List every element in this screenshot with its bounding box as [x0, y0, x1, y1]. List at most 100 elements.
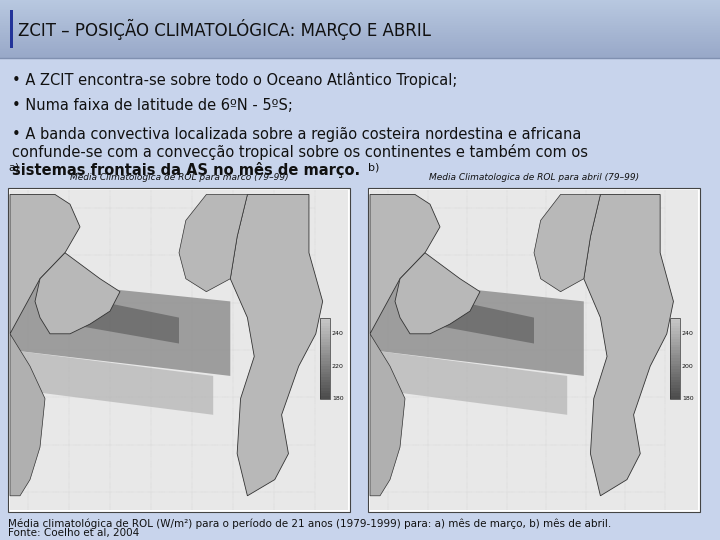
Polygon shape — [35, 253, 120, 334]
Bar — [0, 31, 720, 33]
Polygon shape — [534, 194, 600, 292]
Text: 180: 180 — [682, 396, 693, 401]
Text: sistemas frontais da AS no mês de março.: sistemas frontais da AS no mês de março. — [12, 162, 360, 178]
Text: ZCIT – POSIÇÃO CLIMATOLÓGICA: MARÇO E ABRIL: ZCIT – POSIÇÃO CLIMATOLÓGICA: MARÇO E AB… — [18, 18, 431, 39]
Bar — [0, 53, 720, 55]
Bar — [0, 51, 720, 53]
Bar — [320, 347, 330, 350]
Bar — [320, 366, 330, 369]
Bar — [320, 388, 330, 390]
Bar — [670, 350, 680, 353]
Bar — [320, 358, 330, 361]
Bar — [0, 17, 720, 18]
Bar — [670, 358, 680, 361]
Bar — [320, 320, 330, 323]
Bar — [368, 188, 700, 512]
Polygon shape — [370, 279, 584, 376]
Bar — [320, 377, 330, 380]
Bar — [320, 342, 330, 345]
Bar — [670, 331, 680, 334]
Polygon shape — [370, 194, 440, 334]
Bar — [0, 37, 720, 38]
Bar — [0, 40, 720, 42]
Bar — [670, 388, 680, 390]
Bar — [320, 326, 330, 328]
Bar — [0, 3, 720, 5]
Bar — [320, 334, 330, 336]
Bar — [670, 336, 680, 339]
Bar — [320, 350, 330, 353]
Bar — [320, 382, 330, 385]
Bar — [320, 372, 330, 374]
Text: confunde-se com a convecção tropical sobre os continentes e também com os: confunde-se com a convecção tropical sob… — [12, 144, 588, 160]
Bar — [670, 390, 680, 393]
Bar — [670, 363, 680, 366]
Bar — [0, 14, 720, 15]
Bar — [0, 49, 720, 50]
Bar — [320, 369, 330, 372]
Polygon shape — [10, 194, 80, 334]
Bar — [320, 318, 330, 399]
Bar — [320, 323, 330, 326]
Polygon shape — [10, 279, 230, 376]
Bar — [670, 328, 680, 331]
Bar — [10, 10, 13, 48]
Bar — [670, 361, 680, 363]
Text: 240: 240 — [332, 332, 344, 336]
Bar — [670, 369, 680, 372]
Bar — [0, 19, 720, 21]
Bar — [0, 36, 720, 37]
Bar — [320, 328, 330, 331]
Bar — [0, 24, 720, 26]
Bar — [320, 336, 330, 339]
Text: Média climatológica de ROL (W/m²) para o período de 21 anos (1979-1999) para: a): Média climatológica de ROL (W/m²) para o… — [8, 519, 611, 529]
Bar — [320, 393, 330, 396]
Polygon shape — [10, 350, 213, 415]
Bar — [670, 318, 680, 320]
Bar — [0, 0, 720, 1]
Bar — [670, 334, 680, 336]
Text: • A banda convectiva localizada sobre a região costeira nordestina e africana: • A banda convectiva localizada sobre a … — [12, 126, 581, 141]
Text: a): a) — [8, 163, 19, 173]
Bar — [670, 353, 680, 355]
Bar — [0, 15, 720, 16]
Bar — [0, 4, 720, 6]
Polygon shape — [428, 295, 534, 343]
Bar — [8, 188, 350, 512]
Bar — [0, 52, 720, 54]
Text: b): b) — [368, 163, 379, 173]
Bar — [0, 10, 720, 11]
Text: 240: 240 — [682, 332, 694, 336]
Polygon shape — [68, 295, 179, 343]
Bar — [0, 35, 720, 36]
Bar — [0, 48, 720, 49]
Text: • A ZCIT encontra-se sobre todo o Oceano Atlântico Tropical;: • A ZCIT encontra-se sobre todo o Oceano… — [12, 72, 457, 88]
Polygon shape — [230, 194, 323, 496]
Text: 220: 220 — [332, 364, 344, 369]
Text: Media Climatologica de ROL para abril (79–99): Media Climatologica de ROL para abril (7… — [429, 173, 639, 183]
Bar — [320, 363, 330, 366]
Bar — [0, 28, 720, 29]
Bar — [670, 374, 680, 377]
Bar — [0, 43, 720, 44]
Bar — [0, 57, 720, 58]
Bar — [320, 331, 330, 334]
Bar — [0, 16, 720, 17]
Bar — [0, 50, 720, 51]
Bar — [670, 366, 680, 369]
Polygon shape — [584, 194, 673, 496]
Bar — [670, 323, 680, 326]
Bar — [0, 44, 720, 45]
Bar — [370, 190, 698, 510]
Bar — [0, 45, 720, 47]
Bar — [0, 11, 720, 13]
Bar — [0, 38, 720, 40]
Text: 180: 180 — [332, 396, 343, 401]
Text: • Numa faixa de latitude de 6ºN - 5ºS;: • Numa faixa de latitude de 6ºN - 5ºS; — [12, 98, 293, 112]
Bar — [320, 361, 330, 363]
Polygon shape — [395, 253, 480, 334]
Bar — [0, 9, 720, 10]
Bar — [0, 6, 720, 8]
Bar — [320, 355, 330, 358]
Bar — [670, 377, 680, 380]
